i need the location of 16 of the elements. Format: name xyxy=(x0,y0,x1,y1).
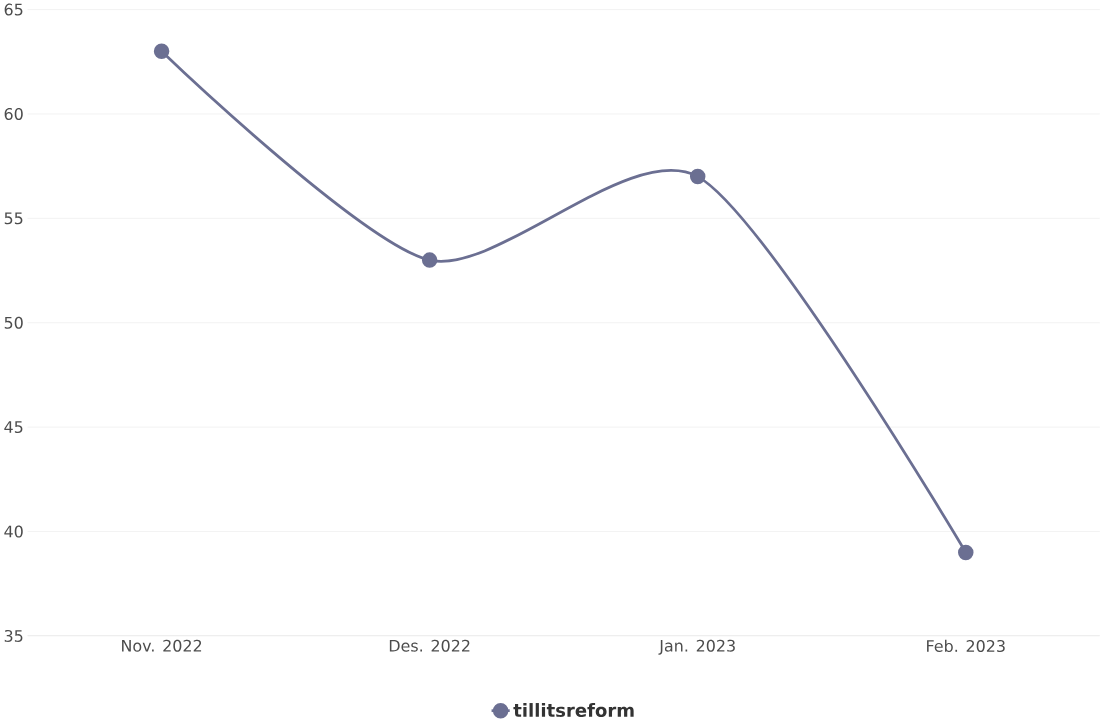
point xyxy=(689,169,706,185)
y-tick-label: 55 xyxy=(4,212,23,225)
y-tick-label: 45 xyxy=(4,421,23,434)
legend-label: tillitsreform xyxy=(513,703,634,718)
point xyxy=(153,43,170,60)
point xyxy=(421,252,438,269)
x-tick-label: Nov. 2022 xyxy=(122,639,202,652)
y-tick-label: 60 xyxy=(4,108,23,121)
x-tick-label: Des. 2022 xyxy=(389,639,470,652)
y-tick-label: 65 xyxy=(4,3,23,16)
x-tick-label: Feb. 2023 xyxy=(927,639,1005,653)
y-tick-label: 40 xyxy=(4,525,23,538)
y-tick-label: 50 xyxy=(4,316,23,329)
point xyxy=(958,544,974,561)
y-tick-label: 35 xyxy=(4,630,23,643)
x-tick-label: Jan. 2023 xyxy=(658,639,735,655)
